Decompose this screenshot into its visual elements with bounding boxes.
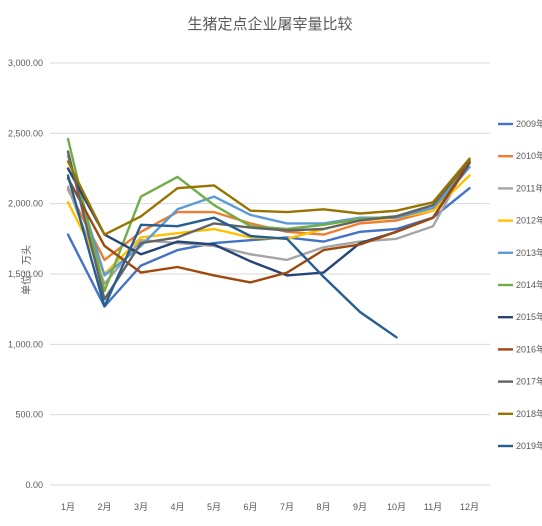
y-tick-label: 1,000.00 [8,339,43,349]
series-line-2018年 [66,157,471,236]
y-axis-label: 单位：万头 [20,245,33,295]
x-tick-label: 9月 [353,502,367,512]
legend-label: 2016年 [516,343,542,354]
legend-item: 2016年 [498,343,542,354]
x-tick-label: 7月 [280,502,294,512]
series-line-2011年 [66,158,471,285]
legend-item: 2018年 [498,408,542,419]
legend-item: 2015年 [498,311,542,322]
legend-label: 2019年 [516,440,542,451]
y-tick-label: 3,000.00 [8,58,43,68]
legend-label: 2017年 [516,376,542,387]
x-tick-label: 5月 [207,502,221,512]
gridlines [50,62,490,486]
x-tick-label: 11月 [424,502,442,512]
legend-label: 2011年 [516,182,542,193]
x-tick-label: 4月 [170,502,184,512]
series-line-2017年 [66,150,471,301]
legend-label: 2014年 [516,279,542,290]
legend-item: 2011年 [498,182,542,193]
legend-label: 2012年 [516,215,542,226]
legend-label: 2013年 [516,247,542,258]
y-tick-label: 500.00 [15,410,43,420]
x-tick-label: 12月 [460,502,479,512]
series-lines [66,137,471,339]
legend-item: 2010年 [498,150,542,161]
legend-label: 2010年 [516,150,542,161]
legend-item: 2013年 [498,247,542,258]
x-tick-label: 3月 [134,502,148,512]
legend-item: 2019年 [498,440,542,451]
legend-label: 2009年 [516,118,542,129]
legend-item: 2017年 [498,376,542,387]
series-line-2016年 [66,160,471,284]
chart-title: 生猪定点企业屠宰量比较 [187,15,352,33]
series-line-2019年 [66,174,398,339]
x-tick-label: 1月 [61,502,75,512]
y-tick-label: 2,000.00 [8,199,43,209]
legend-item: 2014年 [498,279,542,290]
x-tick-label: 8月 [316,502,330,512]
legend-label: 2015年 [516,311,542,322]
y-axis-ticks: 0.00 500.00 1,000.00 1,500.00 2,000.00 2,500.… [8,58,43,490]
x-axis-ticks: 1月 2月 3月 4月 5月 6月 7月 8月 9月 10月 11月 12月 [61,502,479,512]
x-tick-label: 10月 [387,502,406,512]
y-tick-label: 2,500.00 [8,128,43,138]
x-tick-label: 2月 [97,502,111,512]
legend-item: 2009年 [498,118,542,129]
y-tick-label: 0.00 [25,480,43,490]
legend-label: 2018年 [516,408,542,419]
y-tick-label: 1,500.00 [8,269,43,279]
legend-item: 2012年 [498,215,542,226]
legend: 2009年 2010年 2011年 2012年 2013年 2014年 2015年 2016年… [498,118,542,451]
x-tick-label: 6月 [243,502,257,512]
